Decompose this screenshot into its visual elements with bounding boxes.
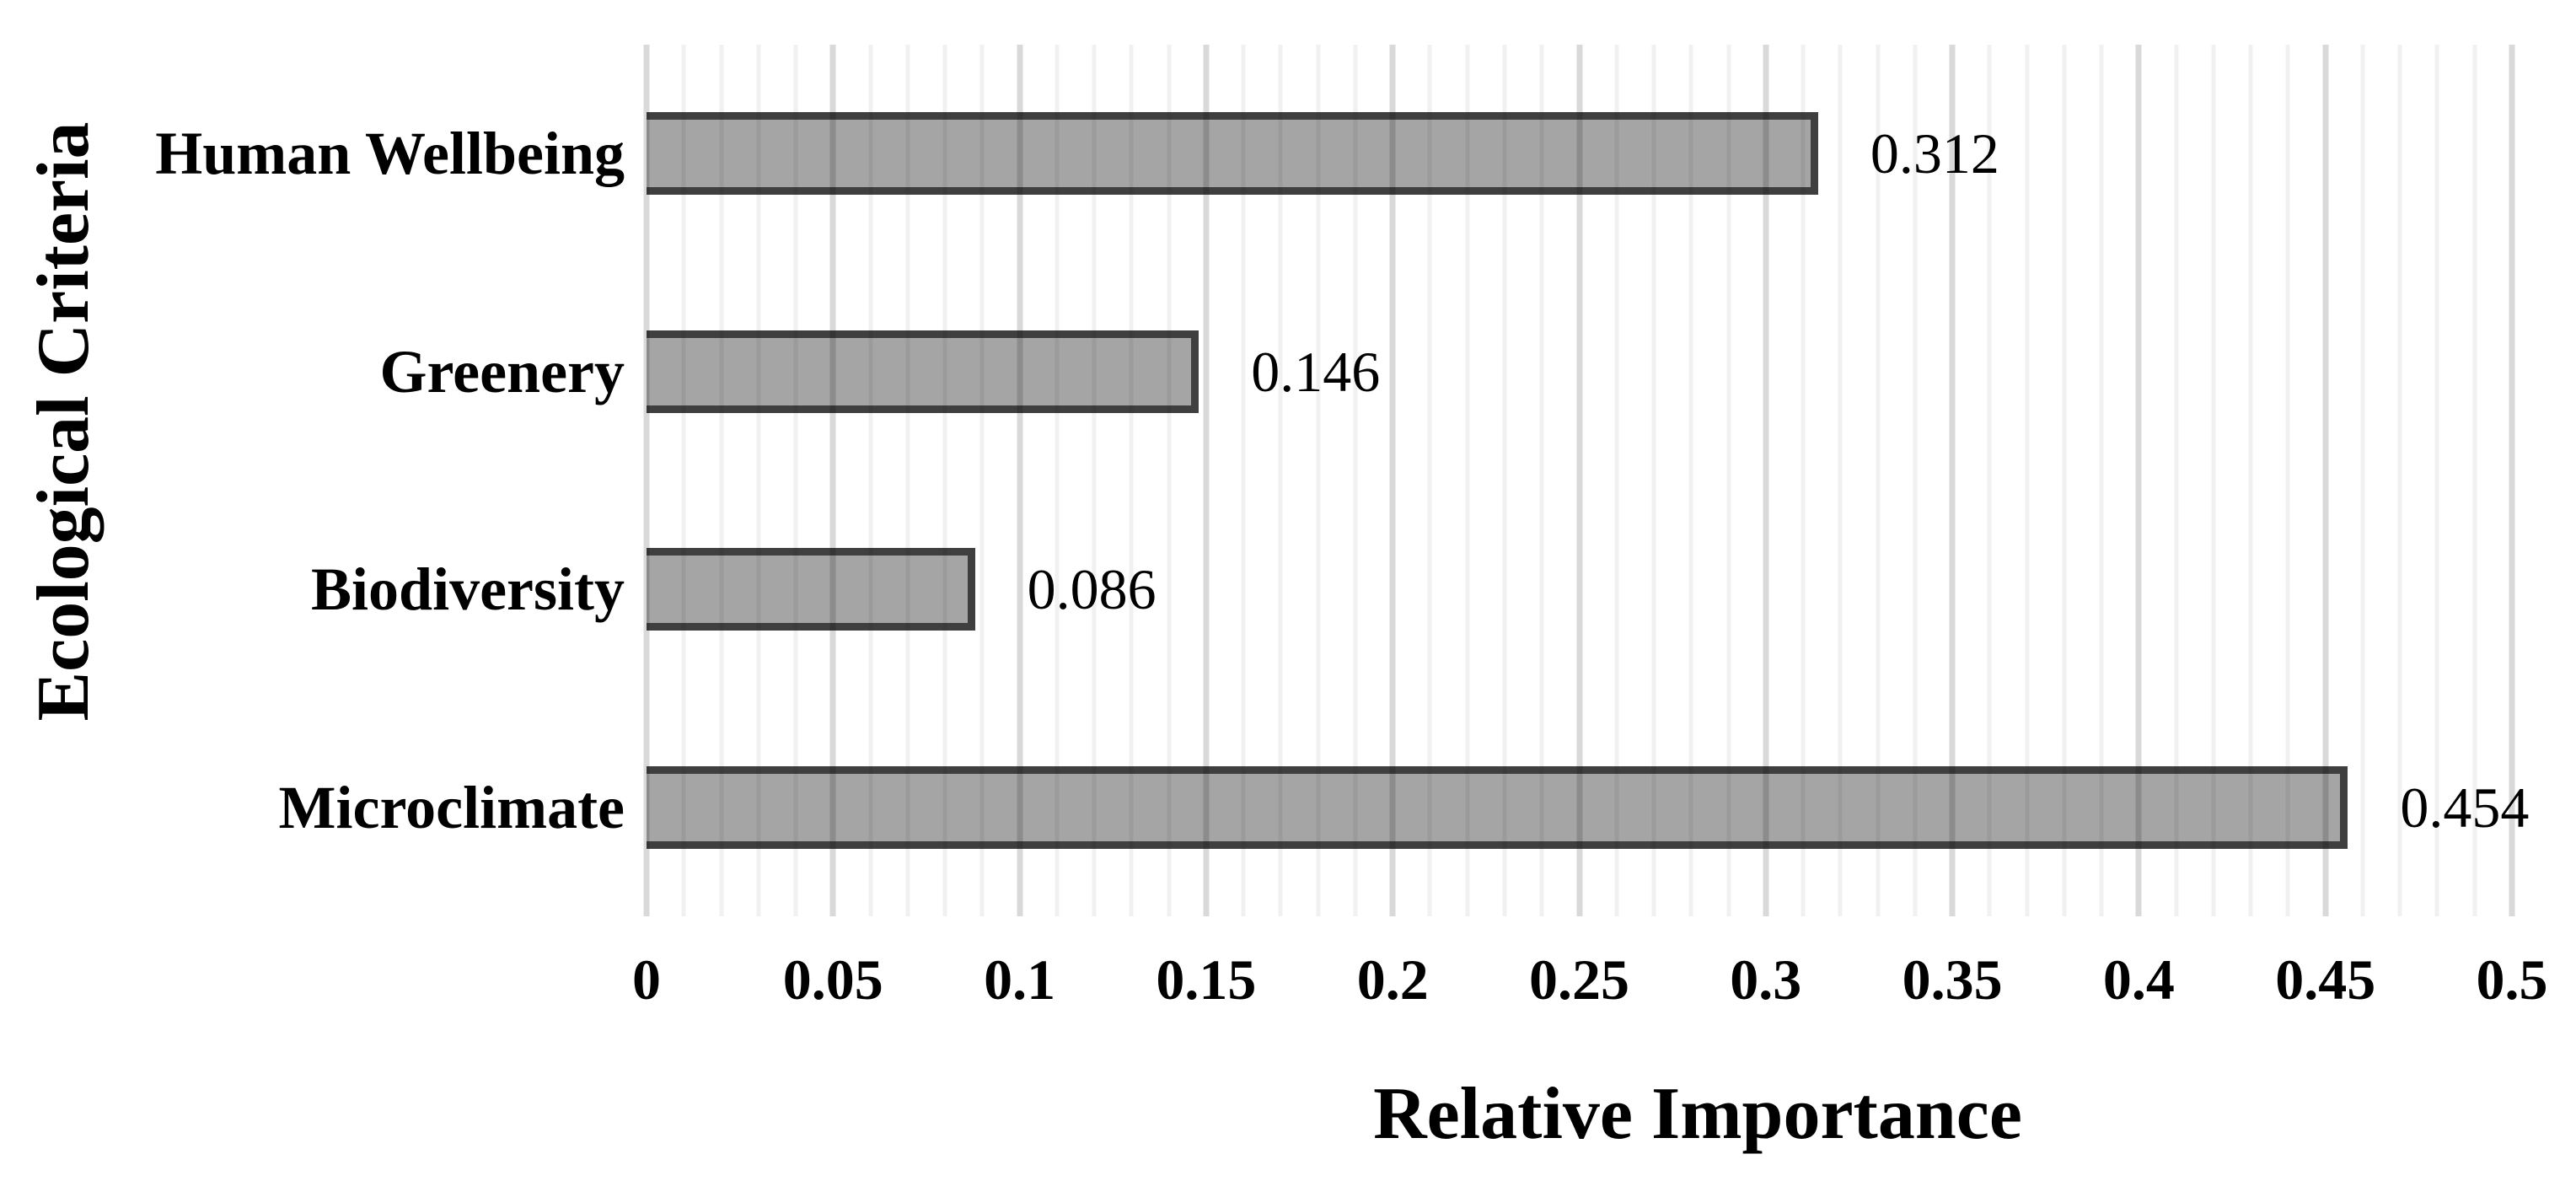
plot-area [643, 45, 2515, 916]
major-gridline [2322, 45, 2329, 916]
minor-gridline [1353, 45, 1358, 916]
bar-microclimate [647, 765, 2348, 849]
minor-gridline [905, 45, 910, 916]
minor-gridline [2099, 45, 2104, 916]
minor-gridline [942, 45, 947, 916]
x-axis-title: Relative Importance [1373, 1073, 2022, 1155]
minor-gridline [2397, 45, 2402, 916]
major-gridline [829, 45, 836, 916]
x-tick-label-0.2: 0.2 [1356, 947, 1429, 1012]
minor-gridline [2472, 45, 2477, 916]
minor-gridline [2174, 45, 2179, 916]
minor-gridline [868, 45, 873, 916]
major-gridline [1949, 45, 1956, 916]
bar-greenery [647, 330, 1199, 413]
x-tick-label-0.15: 0.15 [1156, 947, 1257, 1012]
minor-gridline [793, 45, 798, 916]
minor-gridline [1614, 45, 1619, 916]
minor-gridline [2285, 45, 2290, 916]
category-label-microclimate: Microclimate [278, 773, 625, 841]
y-axis-title: Ecological Criteria [23, 121, 105, 722]
category-label-human-wellbeing: Human Wellbeing [155, 120, 625, 188]
minor-gridline [979, 45, 985, 916]
minor-gridline [2434, 45, 2439, 916]
major-gridline [1763, 45, 1769, 916]
major-gridline [1203, 45, 1210, 916]
major-gridline [1389, 45, 1396, 916]
minor-gridline [719, 45, 724, 916]
x-tick-label-0: 0 [632, 947, 661, 1012]
value-label-greenery: 0.146 [1251, 339, 1381, 404]
x-tick-label-0.3: 0.3 [1730, 947, 1802, 1012]
minor-gridline [1129, 45, 1134, 916]
minor-gridline [1278, 45, 1283, 916]
x-tick-label-0.5: 0.5 [2476, 947, 2548, 1012]
minor-gridline [1539, 45, 1544, 916]
category-label-biodiversity: Biodiversity [311, 556, 625, 624]
minor-gridline [1465, 45, 1470, 916]
minor-gridline [2211, 45, 2216, 916]
minor-gridline [2062, 45, 2067, 916]
minor-gridline [1987, 45, 1992, 916]
minor-gridline [1502, 45, 1507, 916]
value-label-microclimate: 0.454 [2400, 775, 2530, 840]
minor-gridline [1241, 45, 1246, 916]
minor-gridline [1913, 45, 1918, 916]
minor-gridline [1427, 45, 1432, 916]
bar-human-wellbeing [647, 112, 1818, 196]
major-gridline [2135, 45, 2142, 916]
minor-gridline [1688, 45, 1693, 916]
minor-gridline [1726, 45, 1731, 916]
minor-gridline [1316, 45, 1321, 916]
minor-gridline [1838, 45, 1843, 916]
major-gridline [643, 45, 650, 916]
x-tick-label-0.35: 0.35 [1902, 947, 2003, 1012]
major-gridline [1576, 45, 1582, 916]
category-label-greenery: Greenery [379, 337, 625, 405]
major-gridline [2509, 45, 2515, 916]
minor-gridline [756, 45, 761, 916]
minor-gridline [2025, 45, 2030, 916]
minor-gridline [1055, 45, 1060, 916]
minor-gridline [1801, 45, 1806, 916]
minor-gridline [1092, 45, 1097, 916]
x-tick-label-0.05: 0.05 [782, 947, 883, 1012]
major-gridline [1017, 45, 1023, 916]
minor-gridline [1876, 45, 1881, 916]
minor-gridline [2360, 45, 2365, 916]
value-label-human-wellbeing: 0.312 [1870, 121, 1999, 186]
value-label-biodiversity: 0.086 [1027, 557, 1157, 622]
minor-gridline [681, 45, 686, 916]
x-tick-label-0.4: 0.4 [2102, 947, 2175, 1012]
x-tick-label-0.1: 0.1 [984, 947, 1056, 1012]
minor-gridline [1651, 45, 1656, 916]
minor-gridline [2248, 45, 2253, 916]
bar-biodiversity [647, 548, 975, 631]
x-tick-label-0.25: 0.25 [1529, 947, 1629, 1012]
minor-gridline [1167, 45, 1172, 916]
x-tick-label-0.45: 0.45 [2275, 947, 2376, 1012]
